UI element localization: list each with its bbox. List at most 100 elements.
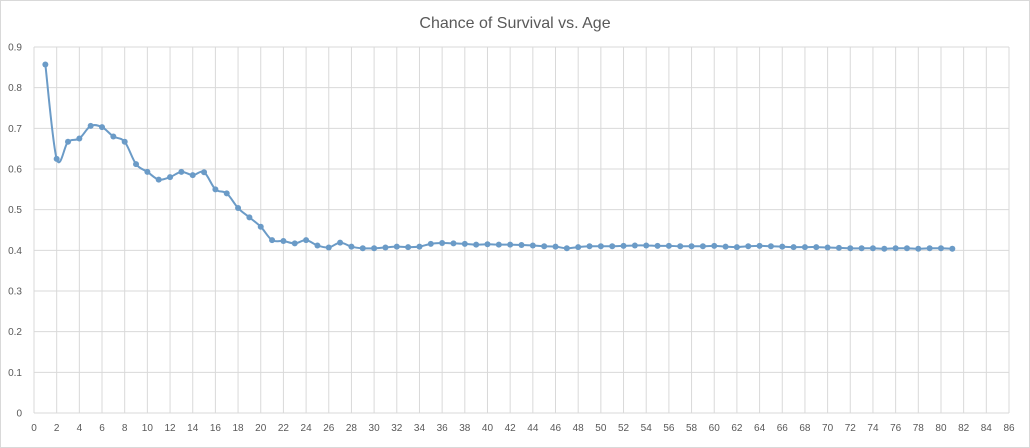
- x-tick-label: 60: [709, 423, 721, 434]
- data-point: [949, 245, 956, 252]
- data-point: [65, 138, 72, 145]
- data-point: [87, 122, 94, 129]
- y-tick-label: 0.9: [8, 43, 22, 54]
- x-tick-label: 42: [505, 423, 517, 434]
- data-point: [99, 124, 106, 131]
- data-point: [677, 243, 684, 250]
- x-tick-label: 18: [233, 423, 245, 434]
- x-tick-label: 30: [369, 423, 381, 434]
- data-point: [643, 242, 650, 249]
- x-tick-label: 64: [754, 423, 766, 434]
- x-tick-label: 46: [550, 423, 562, 434]
- x-tick-label: 74: [867, 423, 879, 434]
- x-tick-label: 38: [459, 423, 471, 434]
- x-tick-label: 40: [482, 423, 494, 434]
- data-point: [813, 244, 820, 251]
- data-point: [405, 244, 412, 251]
- x-tick-label: 52: [618, 423, 630, 434]
- data-point: [133, 161, 140, 168]
- data-point: [461, 240, 468, 247]
- data-point: [178, 168, 185, 175]
- data-point: [235, 205, 242, 212]
- x-tick-label: 36: [437, 423, 449, 434]
- data-point: [620, 242, 627, 249]
- x-tick-label: 6: [99, 423, 105, 434]
- data-point: [937, 245, 944, 252]
- y-tick-label: 0.4: [8, 246, 22, 257]
- x-tick-label: 44: [527, 423, 539, 434]
- x-tick-label: 16: [210, 423, 222, 434]
- data-point: [121, 138, 128, 145]
- data-point: [586, 243, 593, 250]
- x-tick-label: 86: [1003, 423, 1015, 434]
- x-tick-label: 50: [595, 423, 607, 434]
- data-point: [665, 242, 672, 249]
- x-tick-label: 68: [799, 423, 811, 434]
- x-tick-label: 2: [54, 423, 60, 434]
- data-point: [110, 133, 117, 140]
- data-point: [507, 241, 514, 248]
- x-tick-label: 14: [187, 423, 199, 434]
- y-tick-label: 0.7: [8, 124, 22, 135]
- data-point: [473, 241, 480, 248]
- x-tick-label: 32: [391, 423, 403, 434]
- data-point: [847, 245, 854, 252]
- data-point: [529, 242, 536, 249]
- x-tick-label: 8: [122, 423, 128, 434]
- y-tick-label: 0: [16, 409, 22, 420]
- x-tick-label: 84: [981, 423, 993, 434]
- data-point: [495, 241, 502, 248]
- data-point: [303, 237, 310, 244]
- x-tick-label: 24: [301, 423, 313, 434]
- series-points: [42, 61, 956, 252]
- data-point: [552, 243, 559, 250]
- data-point: [189, 172, 196, 179]
- data-point: [246, 214, 253, 221]
- data-point: [518, 242, 525, 249]
- data-point: [745, 243, 752, 250]
- data-point: [563, 245, 570, 252]
- y-tick-label: 0.3: [8, 287, 22, 298]
- data-point: [767, 243, 774, 250]
- data-point: [699, 243, 706, 250]
- x-tick-label: 56: [663, 423, 675, 434]
- data-point: [484, 241, 491, 248]
- data-point: [155, 176, 162, 183]
- x-tick-label: 72: [845, 423, 857, 434]
- data-point: [631, 242, 638, 249]
- x-tick-label: 78: [913, 423, 925, 434]
- data-point: [223, 190, 230, 197]
- y-tick-label: 0.6: [8, 165, 22, 176]
- x-tick-label: 54: [641, 423, 653, 434]
- x-tick-label: 62: [731, 423, 743, 434]
- data-point: [915, 245, 922, 252]
- y-tick-label: 0.1: [8, 368, 22, 379]
- data-point: [314, 242, 321, 249]
- data-point: [541, 243, 548, 250]
- x-tick-label: 34: [414, 423, 426, 434]
- data-point: [722, 243, 729, 250]
- data-point: [416, 243, 423, 250]
- data-point: [858, 245, 865, 252]
- x-tick-label: 48: [573, 423, 585, 434]
- data-point: [167, 174, 174, 181]
- data-point: [575, 244, 582, 251]
- data-point: [450, 240, 457, 247]
- x-tick-label: 22: [278, 423, 290, 434]
- data-point: [325, 244, 332, 251]
- x-tick-label: 66: [777, 423, 789, 434]
- data-point: [835, 244, 842, 251]
- x-tick-label: 70: [822, 423, 834, 434]
- y-tick-label: 0.5: [8, 205, 22, 216]
- data-point: [801, 244, 808, 251]
- x-tick-label: 26: [323, 423, 335, 434]
- y-axis-ticks: 0 0.1 0.2 0.3 0.4 0.5 0.6 0.7 0.8 0.9: [8, 43, 22, 420]
- data-point: [609, 243, 616, 250]
- y-tick-label: 0.8: [8, 83, 22, 94]
- data-point: [382, 244, 389, 251]
- data-point: [144, 168, 151, 175]
- data-point: [212, 186, 219, 193]
- data-point: [393, 243, 400, 250]
- data-point: [359, 245, 366, 252]
